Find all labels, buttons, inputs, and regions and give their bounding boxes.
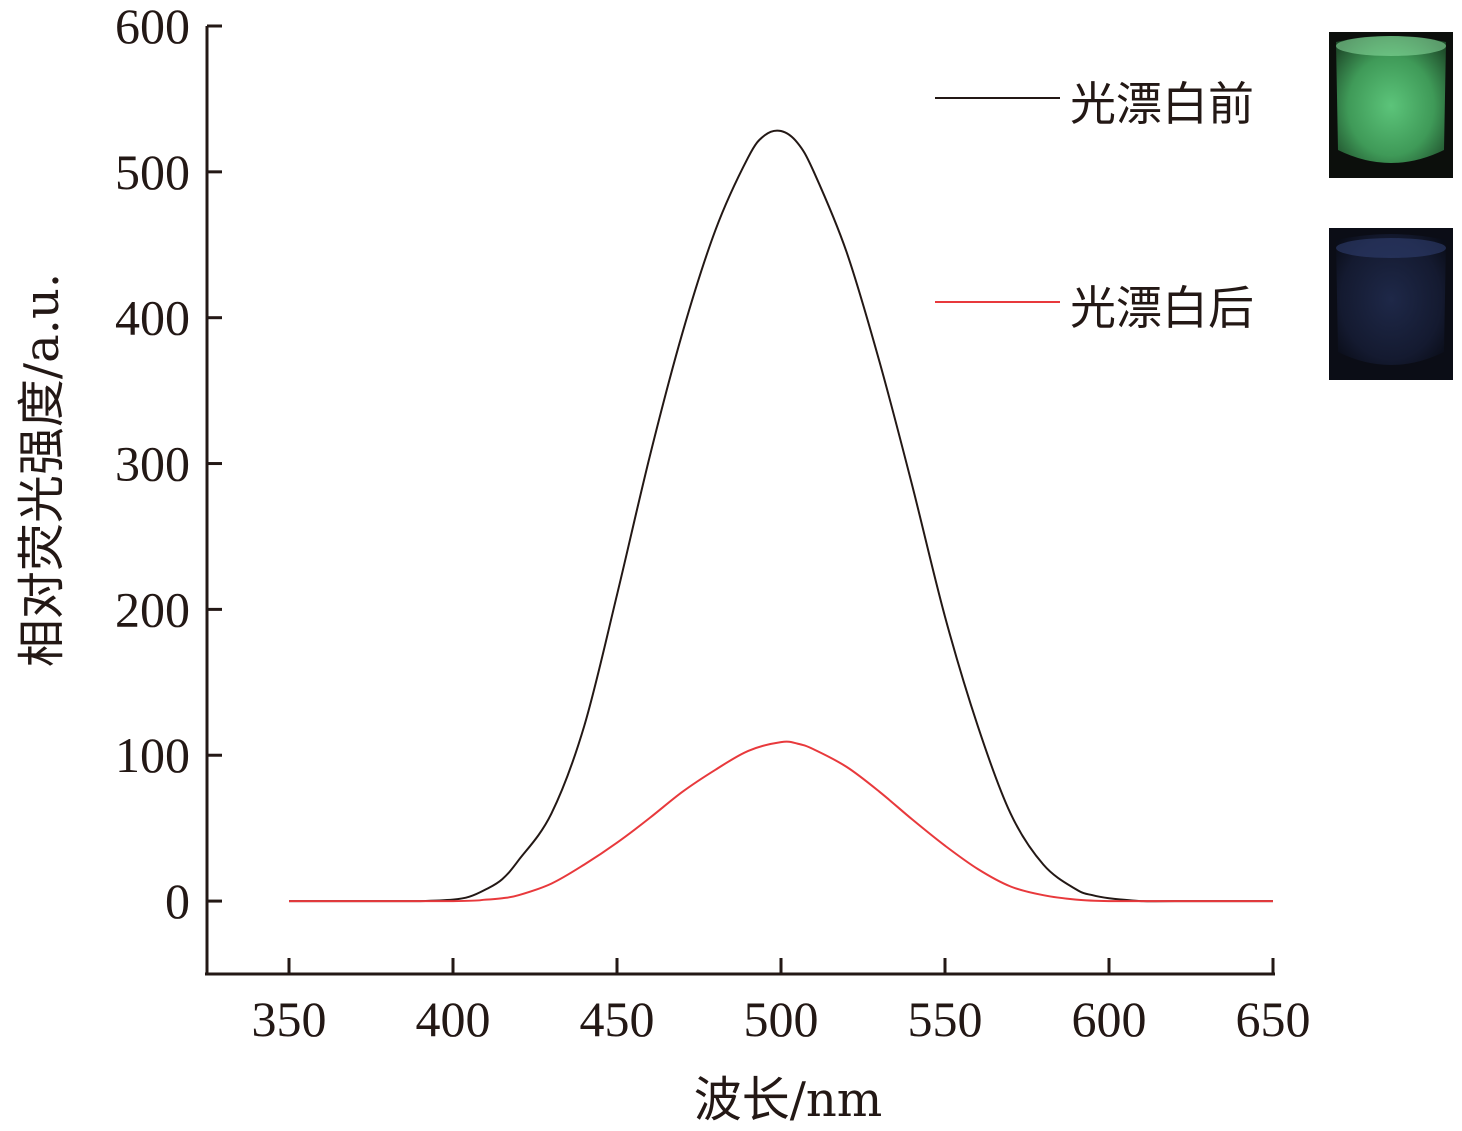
y-axis-ticks: 0 100 200 300 400 500 600 <box>115 0 222 929</box>
x-tick-label: 350 <box>252 991 327 1047</box>
series-line-after-photobleaching <box>288 740 1273 903</box>
x-tick-label: 450 <box>580 991 655 1047</box>
legend-label-after: 光漂白后 <box>1070 281 1254 335</box>
y-tick-label: 200 <box>115 581 190 637</box>
series-line-before-photobleaching <box>289 129 1273 903</box>
x-tick-label: 550 <box>908 991 983 1047</box>
y-axis-title: 相对荧光强度/a.u. <box>14 273 70 667</box>
y-tick-label: 600 <box>115 0 190 54</box>
legend-label-before: 光漂白前 <box>1070 77 1254 131</box>
series-layer <box>288 129 1273 903</box>
y-tick-label: 500 <box>115 144 190 200</box>
y-tick-label: 0 <box>165 873 190 929</box>
x-tick-label: 600 <box>1072 991 1147 1047</box>
y-tick-label: 100 <box>115 727 190 783</box>
x-axis-ticks: 350 400 450 500 550 600 650 <box>252 958 1311 1047</box>
x-tick-label: 500 <box>744 991 819 1047</box>
y-tick-label: 300 <box>115 436 190 492</box>
legend: 光漂白前 光漂白后 <box>935 77 1254 335</box>
x-axis-title: 波长/nm <box>694 1072 883 1128</box>
x-tick-label: 650 <box>1236 991 1311 1047</box>
y-tick-label: 400 <box>115 290 190 346</box>
vial-photo-before <box>1329 32 1453 178</box>
vial-photo-after <box>1329 228 1453 380</box>
x-tick-label: 400 <box>416 991 491 1047</box>
